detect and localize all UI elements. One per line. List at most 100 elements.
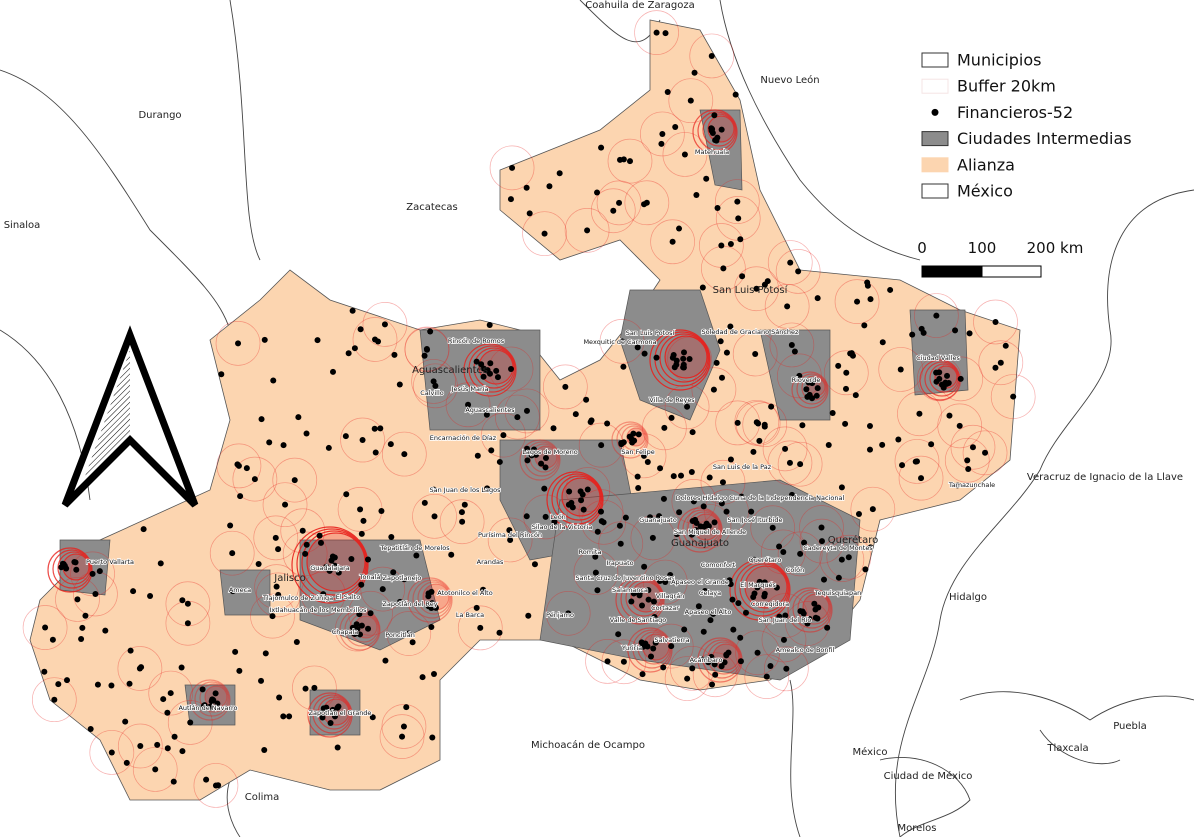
point xyxy=(327,719,334,726)
point xyxy=(689,665,696,672)
city-label: Apaseo el Grande xyxy=(671,578,729,586)
buffer-ring xyxy=(523,494,569,540)
point xyxy=(615,631,622,638)
buffer-ring xyxy=(689,33,735,79)
point xyxy=(266,439,273,446)
state-label: México xyxy=(853,746,888,758)
buffer-ring xyxy=(542,364,588,410)
point xyxy=(594,189,601,196)
city-label: Santa Cruz de Juventino Rosas xyxy=(575,574,675,582)
state-label: Puebla xyxy=(1113,721,1147,732)
buffer-ring xyxy=(823,350,869,396)
point xyxy=(399,733,406,740)
buffer-ring xyxy=(292,665,337,711)
state-label: Aguascalientes xyxy=(412,365,488,376)
legend-item: Municipios xyxy=(921,51,1042,70)
buffer-ring xyxy=(819,537,865,582)
buffer-ring xyxy=(439,499,485,545)
point xyxy=(838,484,845,491)
point xyxy=(862,566,869,573)
buffer-ring xyxy=(662,132,708,177)
point xyxy=(712,671,719,678)
buffer-ring xyxy=(216,443,262,489)
legend-label: Municipios xyxy=(957,51,1042,70)
point xyxy=(328,557,335,564)
point xyxy=(378,507,385,514)
point xyxy=(78,636,85,643)
buffer-ring xyxy=(792,589,832,629)
buffer-ring xyxy=(312,694,352,734)
point xyxy=(329,368,336,375)
buffer-ring xyxy=(522,211,567,257)
point xyxy=(480,586,487,593)
buffer-ring xyxy=(89,730,135,775)
point xyxy=(641,350,648,357)
point xyxy=(764,278,771,285)
point xyxy=(664,88,671,95)
point xyxy=(699,284,706,291)
buffer-ring xyxy=(565,467,611,512)
buffer-ring xyxy=(897,391,942,437)
point xyxy=(514,414,521,421)
point xyxy=(964,457,971,464)
point xyxy=(299,527,306,534)
point xyxy=(342,433,349,440)
point xyxy=(390,569,397,576)
point xyxy=(82,612,89,619)
point xyxy=(208,698,215,705)
buffer-ring xyxy=(769,322,815,368)
point xyxy=(811,600,818,607)
buffer-ring xyxy=(545,591,591,636)
point xyxy=(1002,342,1009,349)
buffer-ring xyxy=(944,437,990,483)
point xyxy=(604,658,611,665)
point xyxy=(584,486,591,493)
buffer-ring xyxy=(914,293,959,338)
point xyxy=(729,596,736,603)
buffer-ring xyxy=(262,482,308,528)
point xyxy=(727,241,734,248)
point xyxy=(773,584,780,591)
legend-item: Alianza xyxy=(921,155,1015,174)
point xyxy=(379,586,386,593)
point xyxy=(542,454,549,461)
city-label: Zapotlán del Rey xyxy=(382,600,437,608)
point xyxy=(179,597,186,604)
point xyxy=(382,657,389,664)
point xyxy=(334,744,341,751)
buffer-ring xyxy=(650,219,695,265)
buffer-ring xyxy=(621,433,667,479)
buffer-ring xyxy=(199,683,229,713)
scale-label: 200 km xyxy=(1027,239,1084,257)
point xyxy=(229,588,236,595)
city-label: El Salto xyxy=(336,593,360,601)
point xyxy=(780,548,787,555)
city-label: Cortazar xyxy=(651,604,679,612)
point xyxy=(854,298,861,305)
city-label: Pénjamo xyxy=(546,611,574,619)
point xyxy=(651,614,658,621)
point xyxy=(824,624,831,631)
point xyxy=(483,367,490,374)
point xyxy=(784,303,791,310)
point xyxy=(261,336,268,343)
buffer-ring xyxy=(707,641,741,675)
point xyxy=(751,556,758,563)
point xyxy=(879,441,886,448)
city-label: Dolores Hidalgo Cuna de la Independencia… xyxy=(676,494,845,502)
legend-swatch xyxy=(921,157,949,173)
point xyxy=(154,741,161,748)
buffer-ring xyxy=(962,430,1008,476)
point xyxy=(676,509,683,516)
state-label: Guanajuato xyxy=(671,538,729,549)
point xyxy=(912,458,919,465)
point xyxy=(719,479,726,486)
point xyxy=(686,356,693,363)
point xyxy=(717,338,724,345)
buffer-ring xyxy=(787,587,833,633)
buffer-ring xyxy=(598,521,644,567)
point xyxy=(494,374,501,381)
buffer-ring xyxy=(739,563,789,613)
point xyxy=(650,598,657,605)
